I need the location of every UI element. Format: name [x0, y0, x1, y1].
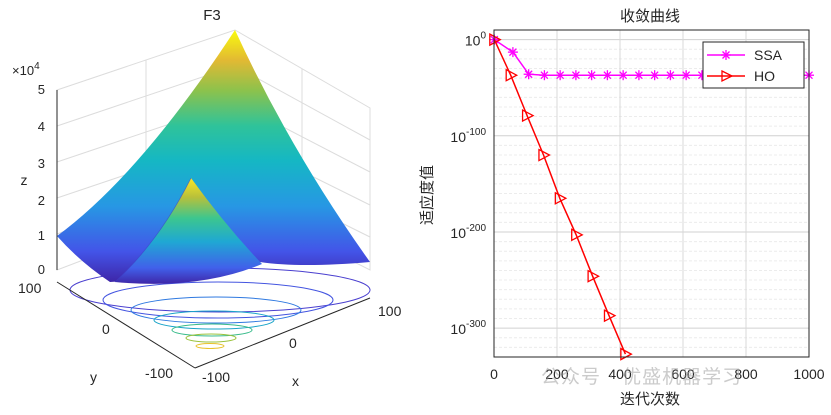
data-point-ssa — [555, 70, 566, 81]
z-tick-1: 1 — [38, 228, 45, 243]
front-axes — [56, 90, 371, 369]
y-ticks: 100 0 -100 — [18, 280, 173, 381]
z-exponent: ×104 — [12, 61, 40, 78]
data-point-ssa — [523, 69, 534, 80]
data-point-ssa — [633, 70, 644, 81]
convergence-chart-svg: 收敛曲线 0 200 400 600 800 1000 10010-10010-20010… — [418, 7, 825, 408]
series-line-ho — [493, 39, 627, 355]
z-tick-3: 3 — [38, 156, 45, 171]
z-tick-4: 4 — [38, 119, 45, 134]
data-point-ho — [587, 269, 600, 283]
data-point-ssa — [570, 70, 581, 81]
y-tick-label: 10-100 — [450, 127, 486, 145]
x-tick-label: 200 — [545, 366, 569, 382]
x-tick-neg100: -100 — [202, 369, 230, 385]
x-tick-label: 1000 — [793, 366, 824, 382]
watermark: 公众号 · 优盛机器学习 — [541, 366, 743, 388]
y-axis-label: 适应度值 — [418, 165, 436, 225]
data-point-ssa — [649, 70, 660, 81]
legend-ssa-marker — [721, 50, 731, 60]
data-point-ssa — [507, 47, 518, 58]
surface — [57, 30, 370, 284]
legend-ho-label: HO — [754, 68, 775, 84]
x-tick-0: 0 — [289, 335, 297, 351]
z-axis-label: z — [21, 172, 28, 188]
data-point-ho — [521, 109, 535, 123]
data-point-ho — [603, 309, 617, 323]
data-point-ssa — [602, 70, 613, 81]
data-point-ssa — [618, 70, 629, 81]
x-tick-labels: 0 200 400 600 800 1000 — [490, 366, 825, 382]
x-tick-label: 800 — [734, 366, 758, 382]
x-ticks: -100 0 100 — [202, 303, 402, 385]
data-point-ssa — [586, 70, 597, 81]
surface-chart-svg: 0 1 2 3 4 5 ×104 z 100 0 -100 y -100 0 1… — [12, 7, 402, 389]
y-tick-label: 10-200 — [450, 223, 486, 241]
x-tick-label: 400 — [608, 366, 632, 382]
z-tick-2: 2 — [38, 193, 45, 208]
x-axis-label: 迭代次数 — [620, 390, 680, 408]
x-tick-100: 100 — [378, 303, 402, 319]
chart-title: 收敛曲线 — [620, 7, 680, 25]
x-tick-label: 0 — [490, 366, 498, 382]
data-point-ssa — [539, 70, 550, 81]
y-tick-100: 100 — [18, 280, 42, 296]
y-tick-0: 0 — [102, 321, 110, 337]
z-tick-0: 0 — [38, 262, 45, 277]
data-point-ho — [554, 191, 568, 205]
y-tick-labels: 100 10-100 10-200 10-300 — [450, 31, 486, 338]
surface-chart: 0 1 2 3 4 5 ×104 z 100 0 -100 y -100 0 1… — [0, 0, 420, 410]
plot-frame — [493, 29, 810, 358]
z-ticks: 0 1 2 3 4 5 — [38, 82, 45, 277]
data-point-ssa — [681, 70, 692, 81]
x-tick-label: 600 — [671, 366, 695, 382]
y-tick-label: 10-300 — [450, 319, 486, 337]
legend-ho-marker — [721, 69, 734, 83]
z-tick-5: 5 — [38, 82, 45, 97]
legend-box — [702, 41, 805, 89]
x-axis-label: x — [292, 373, 299, 389]
y-axis-label: y — [90, 369, 97, 385]
data-point-ho — [505, 68, 519, 82]
convergence-chart: 收敛曲线 0 200 400 600 800 1000 100 10-100 10-200 10… — [410, 0, 831, 410]
y-tick-neg100: -100 — [145, 365, 173, 381]
data-point-ho — [538, 148, 551, 162]
data-point-ho — [489, 33, 502, 47]
chart-title: F3 — [203, 7, 221, 24]
data-point-ssa — [665, 70, 676, 81]
legend-ssa-label: SSA — [754, 47, 783, 63]
legend: SSA HO — [702, 41, 805, 89]
y-tick-label: 100 — [465, 31, 487, 49]
data-point-ho — [571, 228, 584, 242]
